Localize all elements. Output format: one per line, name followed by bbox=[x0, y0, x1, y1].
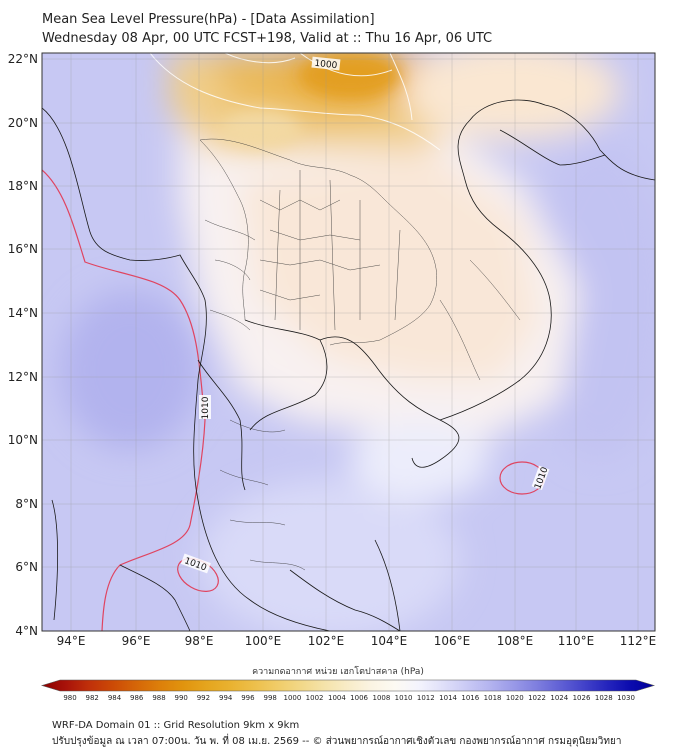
colorbar-tick-label: 984 bbox=[108, 694, 122, 702]
lat-tick-label: 22°N bbox=[8, 52, 38, 66]
map-subtitle: Wednesday 08 Apr, 00 UTC FCST+198, Valid… bbox=[42, 31, 493, 46]
lat-tick-label: 14°N bbox=[8, 306, 38, 320]
longitude-tick-labels: 94°E 96°E 98°E 100°E 102°E 104°E 106°E 108°E 110… bbox=[57, 634, 657, 648]
contour-label-1010-a: 1010 bbox=[201, 396, 211, 419]
lon-tick-label: 96°E bbox=[122, 634, 151, 648]
lon-tick-label: 112°E bbox=[620, 634, 657, 648]
colorbar-tick-labels: 980 982 984 986 988 990 992 994 996 998 1000 1002 10… bbox=[63, 694, 635, 702]
colorbar: 980 982 984 986 988 990 992 994 996 998 1000 1002 10… bbox=[40, 679, 656, 702]
colorbar-tick-label: 1022 bbox=[528, 694, 546, 702]
lon-tick-label: 98°E bbox=[185, 634, 214, 648]
map-frame bbox=[41, 52, 656, 632]
lat-tick-label: 18°N bbox=[8, 179, 38, 193]
contour-lines-white bbox=[149, 53, 441, 151]
colorbar-tick-label: 1020 bbox=[506, 694, 524, 702]
colorbar-tick-label: 1026 bbox=[573, 694, 591, 702]
colorbar-tick-label: 1004 bbox=[328, 694, 346, 702]
colorbar-tick-label: 986 bbox=[130, 694, 144, 702]
colorbar-tick-label: 1006 bbox=[350, 694, 368, 702]
colorbar-tick-label: 1008 bbox=[372, 694, 390, 702]
colorbar-tick-label: 994 bbox=[219, 694, 233, 702]
colorbar-tick-label: 1024 bbox=[550, 694, 568, 702]
colorbar-tick-label: 1002 bbox=[306, 694, 324, 702]
colorbar-tick-label: 1012 bbox=[417, 694, 435, 702]
colorbar-tick-label: 980 bbox=[63, 694, 76, 702]
colorbar-tick-label: 1028 bbox=[595, 694, 613, 702]
colorbar-tick-label: 1010 bbox=[395, 694, 413, 702]
colorbar-tick-label: 992 bbox=[197, 694, 210, 702]
colorbar-tick-label: 990 bbox=[175, 694, 188, 702]
lon-tick-label: 110°E bbox=[558, 634, 595, 648]
lon-tick-label: 108°E bbox=[497, 634, 534, 648]
lon-tick-label: 100°E bbox=[245, 634, 282, 648]
lat-tick-label: 6°N bbox=[15, 560, 38, 574]
footer-credit: ปรับปรุงข้อมูล ณ เวลา 07:00น. วัน พ. ที่… bbox=[52, 736, 622, 747]
lon-tick-label: 104°E bbox=[371, 634, 408, 648]
lat-lon-gridlines bbox=[42, 53, 655, 631]
lat-tick-label: 10°N bbox=[8, 433, 38, 447]
coastlines bbox=[42, 99, 655, 631]
colorbar-tick-label: 1030 bbox=[617, 694, 635, 702]
pressure-field bbox=[42, 53, 655, 631]
colorbar-tick-label: 1018 bbox=[484, 694, 502, 702]
colorbar-tick-label: 996 bbox=[241, 694, 255, 702]
lon-tick-label: 106°E bbox=[434, 634, 471, 648]
colorbar-title: ความกดอากาศ หน่วย เฮกโตปาสคาล (hPa) bbox=[252, 667, 424, 677]
latitude-tick-labels: 22°N 20°N 18°N 16°N 14°N 12°N 10°N 8°N 6°N 4°N bbox=[8, 52, 38, 638]
footer-model-info: WRF-DA Domain 01 :: Grid Resolution 9km … bbox=[52, 720, 300, 731]
lat-tick-label: 8°N bbox=[15, 497, 38, 511]
colorbar-bar bbox=[40, 679, 656, 692]
lat-tick-label: 16°N bbox=[8, 242, 38, 256]
lat-tick-label: 4°N bbox=[15, 624, 38, 638]
lat-tick-label: 20°N bbox=[8, 116, 38, 130]
lon-tick-label: 102°E bbox=[308, 634, 345, 648]
lon-tick-label: 94°E bbox=[57, 634, 86, 648]
colorbar-tick-label: 1016 bbox=[461, 694, 479, 702]
colorbar-tick-label: 998 bbox=[264, 694, 277, 702]
lat-tick-label: 12°N bbox=[8, 370, 38, 384]
admin-boundaries bbox=[199, 138, 521, 571]
colorbar-tick-label: 1000 bbox=[283, 694, 301, 702]
map-title: Mean Sea Level Pressure(hPa) - [Data Ass… bbox=[42, 12, 375, 27]
colorbar-tick-label: 982 bbox=[86, 694, 99, 702]
contour-label-1000: 1000 bbox=[314, 59, 338, 71]
colorbar-tick-label: 988 bbox=[152, 694, 165, 702]
colorbar-tick-label: 1014 bbox=[439, 694, 457, 702]
